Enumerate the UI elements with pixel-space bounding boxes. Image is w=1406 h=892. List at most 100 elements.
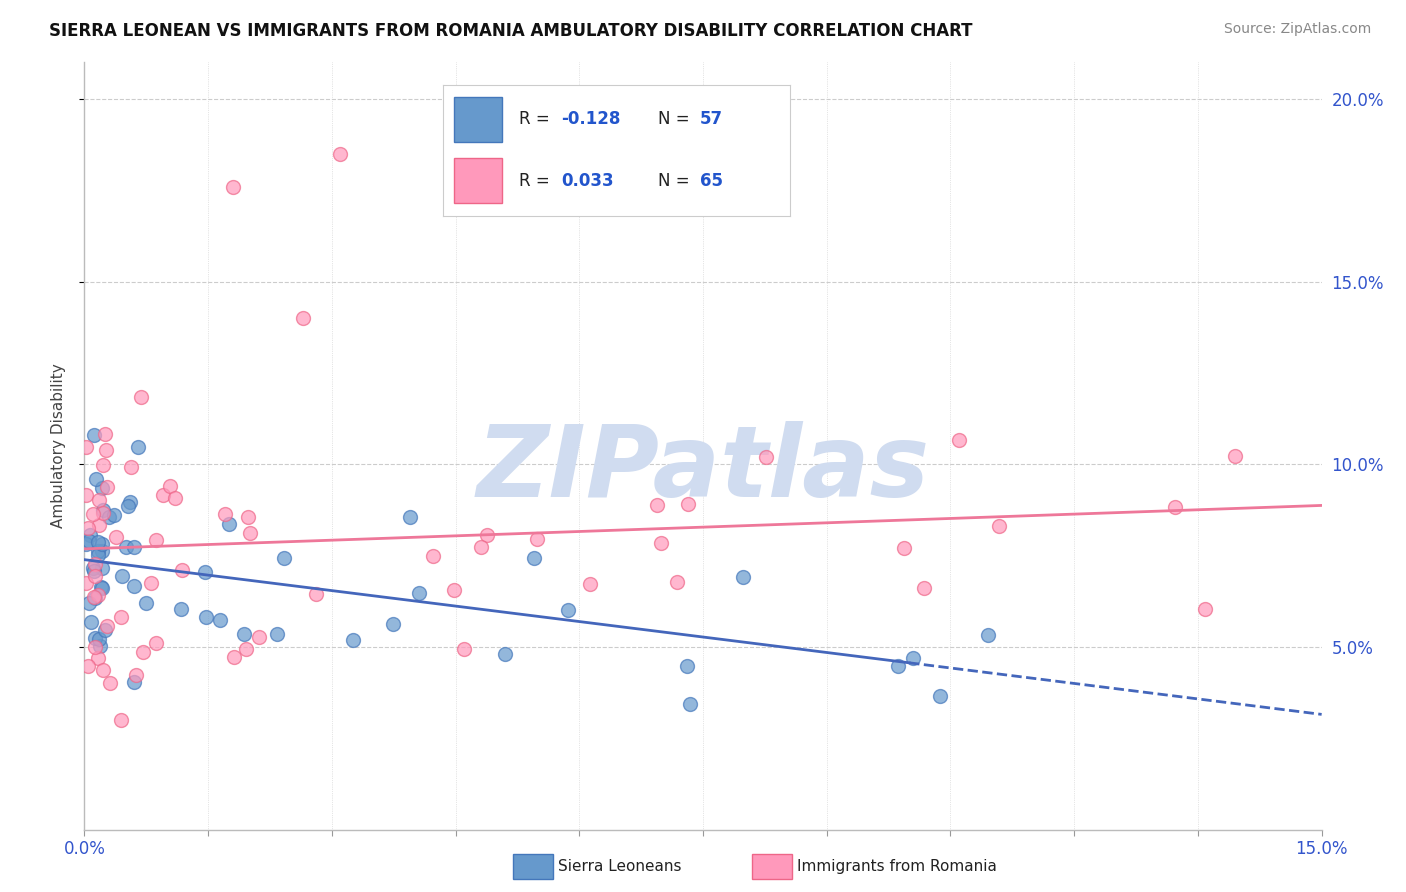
Point	[453, 641, 475, 656]
Point	[91, 581, 114, 595]
Point	[526, 532, 548, 546]
Point	[650, 536, 672, 550]
Point	[115, 540, 138, 554]
Point	[103, 508, 125, 523]
Point	[494, 648, 516, 662]
Point	[125, 668, 148, 682]
Point	[117, 499, 139, 513]
Point	[87, 493, 110, 508]
Point	[129, 390, 152, 404]
Point	[91, 458, 114, 472]
Point	[948, 434, 970, 448]
Point	[96, 480, 118, 494]
Point	[222, 650, 245, 665]
Point	[893, 541, 915, 555]
Point	[233, 627, 256, 641]
Point	[122, 579, 145, 593]
Point	[83, 427, 105, 442]
Point	[91, 506, 114, 520]
Point	[135, 596, 157, 610]
Point	[987, 518, 1010, 533]
Point	[87, 651, 110, 665]
Point	[75, 537, 97, 551]
Point	[977, 628, 1000, 642]
Point	[77, 534, 100, 549]
Y-axis label: Ambulatory Disability: Ambulatory Disability	[51, 364, 66, 528]
Point	[235, 642, 257, 657]
Point	[901, 651, 924, 665]
Point	[97, 509, 120, 524]
Point	[557, 603, 579, 617]
Point	[122, 675, 145, 690]
Point	[247, 630, 270, 644]
Point	[93, 427, 115, 442]
Point	[83, 565, 105, 579]
Point	[305, 587, 328, 601]
Text: ZIPatlas: ZIPatlas	[477, 420, 929, 517]
Point	[86, 544, 108, 558]
Text: Source: ZipAtlas.com: Source: ZipAtlas.com	[1223, 22, 1371, 37]
Point	[110, 609, 132, 624]
Point	[382, 616, 405, 631]
Point	[194, 566, 217, 580]
Point	[84, 471, 107, 485]
Point	[329, 146, 352, 161]
Point	[475, 527, 498, 541]
Point	[443, 582, 465, 597]
Point	[887, 659, 910, 673]
Point	[127, 441, 149, 455]
Point	[84, 640, 107, 655]
Point	[111, 569, 134, 583]
Point	[579, 577, 602, 591]
Point	[83, 590, 105, 604]
Point	[83, 591, 105, 605]
Point	[145, 533, 167, 548]
Point	[75, 487, 97, 501]
Point	[132, 645, 155, 659]
Point	[222, 179, 245, 194]
Point	[1223, 450, 1246, 464]
Text: Immigrants from Romania: Immigrants from Romania	[797, 859, 997, 873]
Point	[122, 541, 145, 555]
Point	[75, 440, 97, 454]
Point	[91, 544, 114, 558]
Point	[159, 478, 181, 492]
Point	[77, 596, 100, 610]
Point	[645, 498, 668, 512]
Point	[89, 639, 111, 653]
Point	[422, 549, 444, 563]
Point	[912, 581, 935, 595]
Text: SIERRA LEONEAN VS IMMIGRANTS FROM ROMANIA AMBULATORY DISABILITY CORRELATION CHAR: SIERRA LEONEAN VS IMMIGRANTS FROM ROMANI…	[49, 22, 973, 40]
Point	[218, 516, 240, 531]
Point	[87, 518, 110, 533]
Point	[84, 569, 107, 583]
Point	[82, 560, 104, 574]
Point	[679, 698, 702, 712]
Point	[676, 658, 699, 673]
Point	[118, 495, 141, 509]
Point	[91, 536, 114, 550]
Point	[91, 663, 114, 677]
Point	[170, 602, 193, 616]
Point	[152, 488, 174, 502]
Point	[75, 576, 97, 591]
Point	[89, 632, 111, 646]
Point	[676, 496, 699, 510]
Point	[291, 311, 314, 326]
Point	[139, 576, 162, 591]
Point	[87, 535, 110, 549]
Point	[90, 580, 112, 594]
Point	[170, 564, 193, 578]
Point	[523, 550, 546, 565]
Point	[665, 575, 688, 590]
Point	[195, 609, 218, 624]
Point	[731, 570, 754, 584]
Point	[470, 540, 492, 554]
Point	[408, 586, 430, 600]
Point	[91, 503, 114, 517]
Point	[165, 491, 187, 505]
Point	[83, 557, 105, 571]
Point	[208, 613, 231, 627]
Point	[266, 627, 288, 641]
Point	[91, 481, 114, 495]
